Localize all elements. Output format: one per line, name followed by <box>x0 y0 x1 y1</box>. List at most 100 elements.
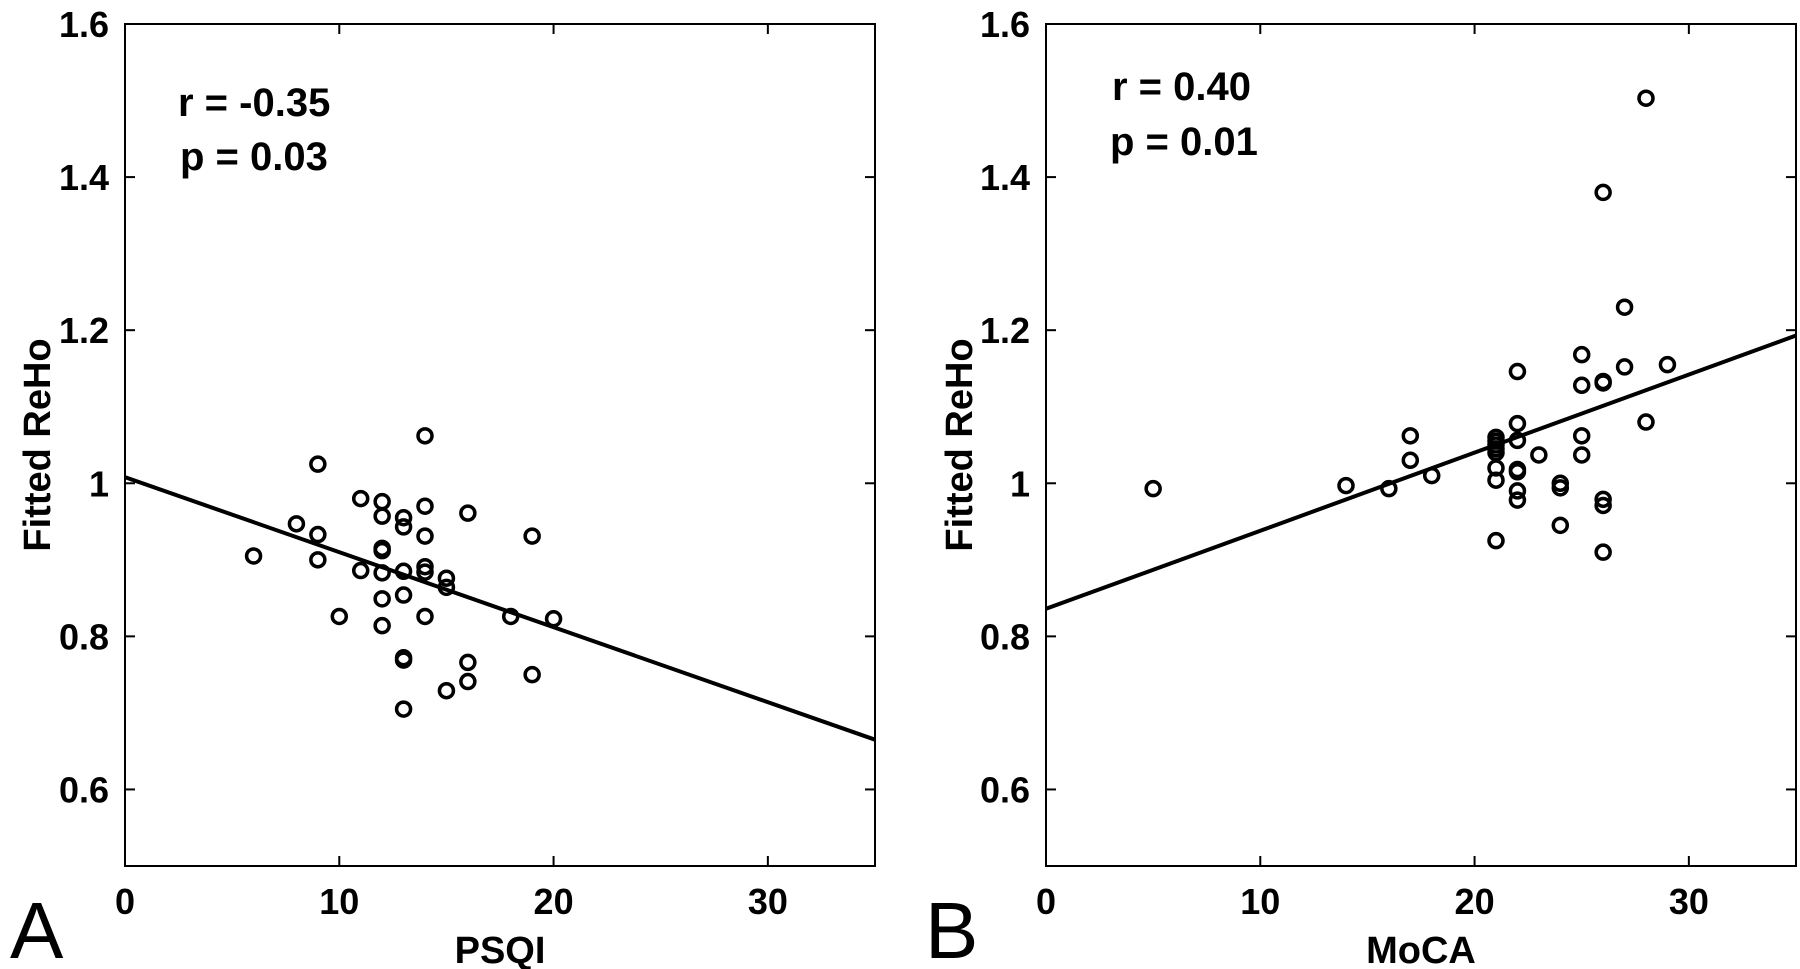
data-point <box>459 653 477 672</box>
panel-a-r-annotation: r = -0.35 <box>178 81 330 125</box>
data-point <box>523 527 541 545</box>
data-point <box>1572 427 1591 445</box>
panel-a-y-axis-title: Fitted ReHo <box>17 338 59 551</box>
data-point <box>416 607 434 626</box>
panel-a-yticks: 0.6 0.8 1 1.2 1.4 1.6 <box>59 4 875 810</box>
data-point <box>1551 516 1570 535</box>
data-point <box>1637 89 1655 107</box>
data-point <box>309 525 327 544</box>
panel-b-letter: B <box>925 886 978 969</box>
data-point <box>394 586 413 604</box>
x-tick-label: 0 <box>1036 881 1056 922</box>
panel-b-plot-frame <box>1045 23 1797 867</box>
y-tick-label: 1 <box>89 463 109 504</box>
data-point <box>1380 479 1398 498</box>
data-point <box>523 665 541 684</box>
data-point <box>1615 358 1634 376</box>
x-tick-label: 20 <box>1455 881 1495 922</box>
data-point <box>416 563 434 581</box>
panel-a-p-annotation: p = 0.03 <box>180 135 328 179</box>
data-point <box>394 700 413 718</box>
data-point <box>1508 491 1527 509</box>
data-point <box>351 561 370 580</box>
panel-b-xticks: 0 10 20 30 <box>1036 24 1709 922</box>
panel-b-x-axis-title: MoCA <box>1366 930 1476 969</box>
data-point <box>394 518 413 536</box>
x-tick-label: 30 <box>1669 881 1709 922</box>
data-point <box>1572 446 1591 464</box>
data-point <box>1401 427 1420 445</box>
x-tick-label: 20 <box>534 881 574 922</box>
y-tick-label: 1.2 <box>980 310 1030 351</box>
x-tick-label: 10 <box>319 881 359 922</box>
data-point <box>437 569 456 587</box>
panel-b-fit-line <box>1045 333 1797 611</box>
data-point <box>1337 476 1355 495</box>
x-tick-label: 0 <box>115 881 135 922</box>
data-point <box>309 551 327 569</box>
data-point <box>330 607 349 626</box>
data-point <box>287 515 306 533</box>
data-point <box>437 681 456 700</box>
data-point <box>244 547 263 565</box>
data-point <box>309 455 327 473</box>
data-point <box>373 507 391 525</box>
data-point <box>416 527 434 545</box>
panel-a-points <box>244 427 563 718</box>
data-point <box>351 489 370 508</box>
data-point <box>1637 413 1655 431</box>
y-tick-label: 0.6 <box>980 769 1030 810</box>
data-point <box>373 541 391 560</box>
data-point <box>1487 531 1505 550</box>
data-point <box>1508 463 1527 481</box>
data-point <box>1594 374 1612 392</box>
data-point <box>1508 414 1527 433</box>
data-point <box>1401 451 1420 470</box>
data-point <box>1487 459 1505 477</box>
data-point <box>416 497 434 515</box>
data-point <box>1508 482 1527 500</box>
data-point <box>1658 355 1677 374</box>
data-point <box>416 557 434 576</box>
data-point <box>1144 479 1162 498</box>
panel-a-x-axis-title: PSQI <box>455 930 546 969</box>
data-point <box>1594 490 1612 509</box>
x-tick-label: 30 <box>748 881 788 922</box>
x-tick-label: 10 <box>1240 881 1280 922</box>
y-tick-label: 0.8 <box>980 616 1030 657</box>
panel-b-y-axis-title: Fitted ReHo <box>939 338 981 551</box>
data-point <box>373 616 391 635</box>
panel-b-yticks: 0.6 0.8 1 1.2 1.4 1.6 <box>980 4 1796 810</box>
data-point <box>1530 446 1548 464</box>
data-point <box>373 590 391 608</box>
data-point <box>394 508 413 527</box>
panel-a-plot-frame <box>124 23 876 867</box>
data-point <box>373 492 391 511</box>
panel-b: 0.6 0.8 1 1.2 1.4 1.6 0 10 20 30 r = 0.40 p = 0.… <box>925 4 1797 969</box>
panel-a-letter: A <box>10 886 64 969</box>
data-point <box>394 651 413 669</box>
y-tick-label: 1.4 <box>59 157 109 198</box>
data-point <box>459 504 477 522</box>
y-tick-label: 1.2 <box>59 310 109 351</box>
y-tick-label: 1.4 <box>980 157 1030 198</box>
data-point <box>1508 362 1527 381</box>
data-point <box>416 427 434 445</box>
data-point <box>1487 471 1505 489</box>
data-point <box>1572 376 1591 395</box>
data-point <box>1594 183 1612 202</box>
y-tick-label: 1.6 <box>59 4 109 45</box>
data-point <box>459 672 477 691</box>
panel-a-xticks: 0 10 20 30 <box>115 24 788 922</box>
data-point <box>1551 479 1570 497</box>
data-point <box>1594 496 1612 515</box>
panel-a-fit-line <box>124 475 876 742</box>
y-tick-label: 0.6 <box>59 769 109 810</box>
panel-b-r-annotation: r = 0.40 <box>1112 65 1251 109</box>
y-tick-label: 0.8 <box>59 616 109 657</box>
panel-a: 0.6 0.8 1 1.2 1.4 1.6 0 10 20 30 r = -0.35 p = 0… <box>10 4 876 969</box>
data-point <box>1572 345 1591 364</box>
data-point <box>1594 543 1612 561</box>
y-tick-label: 1 <box>1010 463 1030 504</box>
